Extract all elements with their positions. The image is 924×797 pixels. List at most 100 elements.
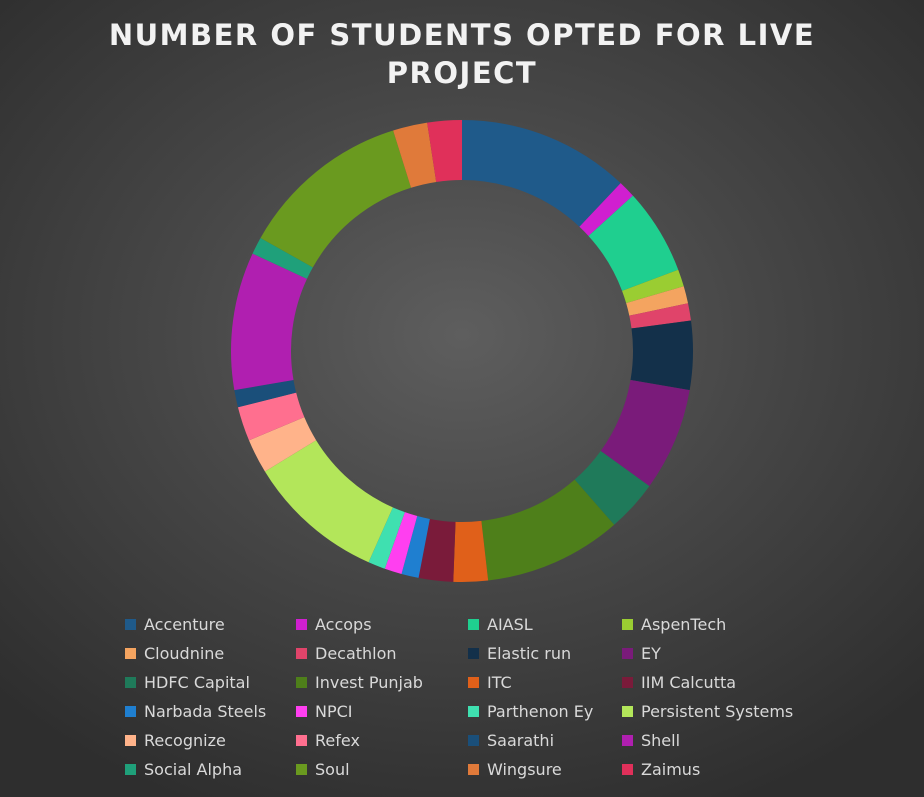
donut-slice-zaimus[interactable] bbox=[427, 120, 462, 182]
legend-label: ITC bbox=[487, 673, 512, 692]
legend-item[interactable]: Social Alpha bbox=[125, 755, 296, 784]
donut-slice-narbada-steels[interactable] bbox=[401, 516, 430, 578]
legend-item[interactable]: Zaimus bbox=[622, 755, 822, 784]
legend-swatch bbox=[296, 735, 307, 746]
legend-label: Narbada Steels bbox=[144, 702, 267, 721]
legend-item[interactable]: ITC bbox=[468, 668, 622, 697]
legend-swatch bbox=[622, 648, 633, 659]
donut-slice-shell[interactable] bbox=[231, 253, 307, 391]
legend-item[interactable]: Soul bbox=[296, 755, 468, 784]
legend-item[interactable]: EY bbox=[622, 639, 822, 668]
legend-swatch bbox=[296, 619, 307, 630]
donut-slice-wingsure[interactable] bbox=[393, 122, 437, 188]
legend-item[interactable]: AIASL bbox=[468, 610, 622, 639]
legend-swatch bbox=[622, 764, 633, 775]
donut-slice-itc[interactable] bbox=[453, 520, 489, 583]
legend-item[interactable]: Parthenon Ey bbox=[468, 697, 622, 726]
legend-swatch bbox=[296, 706, 307, 717]
legend-swatch bbox=[125, 764, 136, 775]
chart-legend: Accenture Accops AIASL AspenTech Cloudnine De… bbox=[125, 610, 845, 784]
legend-item[interactable]: Accenture bbox=[125, 610, 296, 639]
legend-swatch bbox=[622, 677, 633, 688]
legend-swatch bbox=[468, 619, 479, 630]
legend-item[interactable]: Wingsure bbox=[468, 755, 622, 784]
legend-swatch bbox=[125, 677, 136, 688]
legend-label: HDFC Capital bbox=[144, 673, 250, 692]
legend-item[interactable]: NPCI bbox=[296, 697, 468, 726]
donut-slice-aiasl[interactable] bbox=[588, 195, 679, 291]
donut-slice-ey[interactable] bbox=[600, 379, 690, 487]
legend-item[interactable]: Invest Punjab bbox=[296, 668, 468, 697]
legend-label: Invest Punjab bbox=[315, 673, 423, 692]
legend-item[interactable]: AspenTech bbox=[622, 610, 822, 639]
legend-item[interactable]: HDFC Capital bbox=[125, 668, 296, 697]
legend-item[interactable]: Persistent Systems bbox=[622, 697, 822, 726]
legend-swatch bbox=[468, 735, 479, 746]
legend-label: Zaimus bbox=[641, 760, 701, 779]
legend-item[interactable]: Shell bbox=[622, 726, 822, 755]
donut-slice-soul[interactable] bbox=[260, 130, 412, 268]
donut-slice-social-alpha[interactable] bbox=[252, 238, 313, 279]
donut-slice-invest-punjab[interactable] bbox=[481, 479, 615, 581]
legend-item[interactable]: Narbada Steels bbox=[125, 697, 296, 726]
legend-item[interactable]: Decathlon bbox=[296, 639, 468, 668]
legend-item[interactable]: IIM Calcutta bbox=[622, 668, 822, 697]
legend-label: AspenTech bbox=[641, 615, 727, 634]
legend-swatch bbox=[296, 648, 307, 659]
legend-swatch bbox=[468, 677, 479, 688]
legend-swatch bbox=[125, 735, 136, 746]
legend-swatch bbox=[125, 648, 136, 659]
donut-slice-persistent-systems[interactable] bbox=[264, 440, 393, 563]
chart-title-line-1: NUMBER OF STUDENTS OPTED FOR LIVE bbox=[108, 18, 816, 52]
legend-swatch bbox=[468, 648, 479, 659]
donut-slice-saarathi[interactable] bbox=[234, 379, 297, 408]
legend-swatch bbox=[125, 619, 136, 630]
legend-label: Saarathi bbox=[487, 731, 555, 750]
donut-slice-cloudnine[interactable] bbox=[626, 286, 689, 316]
legend-label: Cloudnine bbox=[144, 644, 225, 663]
donut-slice-elastic-run[interactable] bbox=[630, 320, 693, 391]
legend-label: Soul bbox=[315, 760, 350, 779]
legend-label: Refex bbox=[315, 731, 360, 750]
legend-item[interactable]: Recognize bbox=[125, 726, 296, 755]
donut-chart bbox=[231, 120, 693, 583]
legend-label: AIASL bbox=[487, 615, 533, 634]
legend-swatch bbox=[296, 677, 307, 688]
legend-label: Parthenon Ey bbox=[487, 702, 594, 721]
donut-slice-refex[interactable] bbox=[237, 392, 305, 441]
donut-slice-parthenon-ey[interactable] bbox=[368, 507, 405, 569]
donut-slice-hdfc-capital[interactable] bbox=[574, 450, 650, 525]
donut-slice-accenture[interactable] bbox=[462, 120, 621, 227]
legend-label: EY bbox=[641, 644, 661, 663]
donut-slice-aspentech[interactable] bbox=[622, 269, 684, 304]
legend-swatch bbox=[468, 706, 479, 717]
legend-swatch bbox=[622, 735, 633, 746]
legend-label: IIM Calcutta bbox=[641, 673, 737, 692]
donut-slice-iim-calcutta[interactable] bbox=[418, 518, 456, 582]
legend-item[interactable]: Elastic run bbox=[468, 639, 622, 668]
legend-label: Shell bbox=[641, 731, 681, 750]
legend-label: Decathlon bbox=[315, 644, 397, 663]
donut-slice-decathlon[interactable] bbox=[629, 303, 691, 329]
legend-swatch bbox=[125, 706, 136, 717]
legend-item[interactable]: Accops bbox=[296, 610, 468, 639]
donut-slice-recognize[interactable] bbox=[249, 417, 317, 472]
legend-item[interactable]: Saarathi bbox=[468, 726, 622, 755]
donut-slice-npci[interactable] bbox=[384, 512, 418, 574]
legend-swatch bbox=[622, 619, 633, 630]
legend-swatch bbox=[296, 764, 307, 775]
legend-label: Accops bbox=[315, 615, 372, 634]
donut-slice-accops[interactable] bbox=[579, 183, 633, 236]
chart-title: NUMBER OF STUDENTS OPTED FOR LIVE PROJEC… bbox=[0, 16, 924, 92]
legend-swatch bbox=[468, 764, 479, 775]
legend-swatch bbox=[622, 706, 633, 717]
legend-item[interactable]: Cloudnine bbox=[125, 639, 296, 668]
legend-label: Persistent Systems bbox=[641, 702, 794, 721]
legend-label: NPCI bbox=[315, 702, 353, 721]
legend-label: Wingsure bbox=[487, 760, 562, 779]
legend-label: Elastic run bbox=[487, 644, 572, 663]
legend-label: Recognize bbox=[144, 731, 226, 750]
legend-label: Social Alpha bbox=[144, 760, 243, 779]
chart-title-line-2: PROJECT bbox=[386, 56, 538, 90]
legend-item[interactable]: Refex bbox=[296, 726, 468, 755]
